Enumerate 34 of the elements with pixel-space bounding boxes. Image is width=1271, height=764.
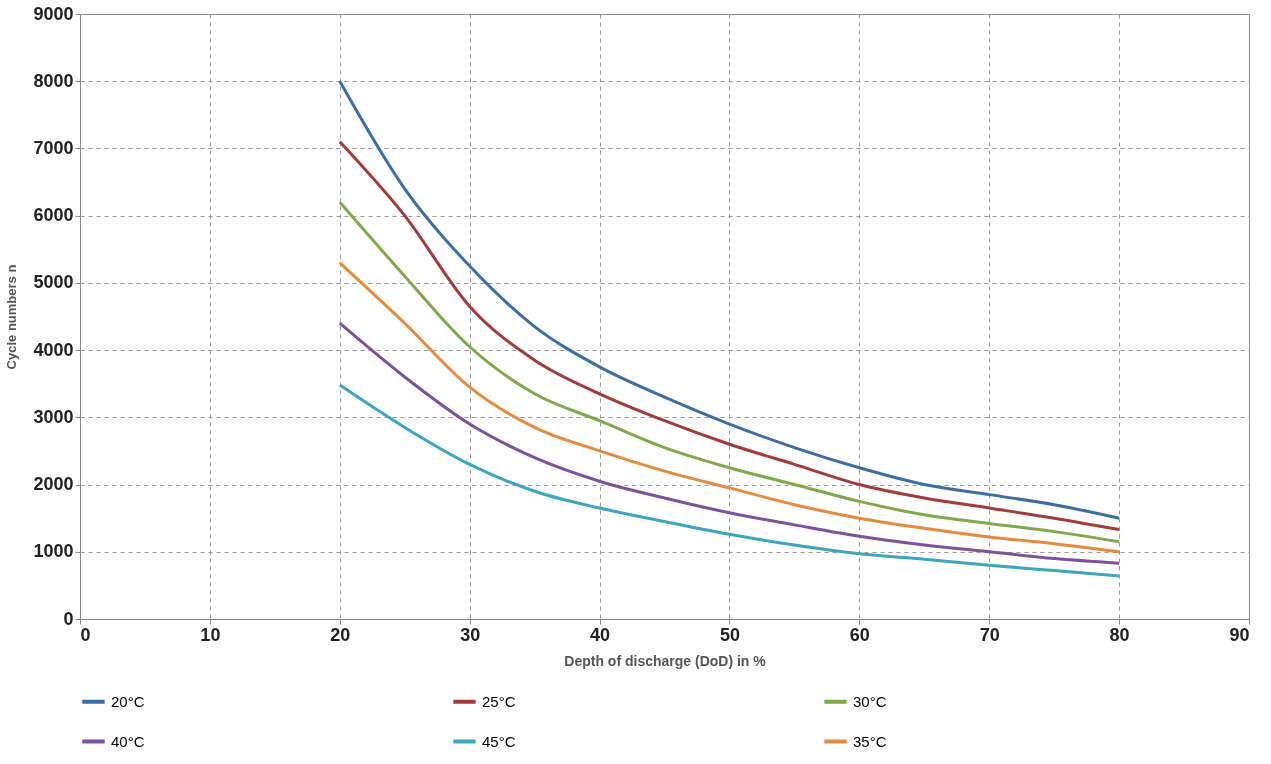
y-tick-label: 6000 <box>33 205 74 226</box>
line-series <box>338 140 1121 532</box>
x-tick-label: 10 <box>200 624 221 645</box>
x-tick-label: 60 <box>849 624 870 645</box>
x-tick-label: 80 <box>1109 624 1130 645</box>
y-tick-label: 8000 <box>33 70 74 91</box>
x-tick-label: 50 <box>719 624 740 645</box>
legend-label: 45°C <box>482 732 516 750</box>
legend-label: 40°C <box>111 732 145 750</box>
y-tick-label: 2000 <box>33 474 74 495</box>
y-tick-label: 3000 <box>33 406 74 427</box>
legend-label: 25°C <box>482 692 516 710</box>
x-tick-label: 40 <box>590 624 611 645</box>
x-axis-title: Depth of discharge (DoD) in % <box>564 652 767 669</box>
y-tick-label: 1000 <box>33 541 74 562</box>
x-tick-label: 90 <box>1229 624 1250 645</box>
x-tick-label: 30 <box>460 624 481 645</box>
y-tick-label: 7000 <box>33 137 74 158</box>
line-series <box>338 200 1121 544</box>
y-axis-title: Cycle numbers n <box>4 264 20 370</box>
legend-label: 35°C <box>853 732 887 750</box>
legend-label: 20°C <box>111 692 145 710</box>
legend-label: 30°C <box>853 692 887 710</box>
x-tick-label: 20 <box>330 624 351 645</box>
line-series <box>338 383 1121 578</box>
y-tick-label: 0 <box>63 608 74 629</box>
line-series <box>338 79 1121 520</box>
line-series <box>338 321 1121 565</box>
y-tick-label: 4000 <box>33 339 74 360</box>
y-tick-label: 9000 <box>33 3 74 24</box>
x-tick-label: 0 <box>80 624 91 645</box>
line-series <box>338 261 1121 554</box>
x-tick-label: 70 <box>979 624 1000 645</box>
y-tick-label: 5000 <box>33 272 74 293</box>
